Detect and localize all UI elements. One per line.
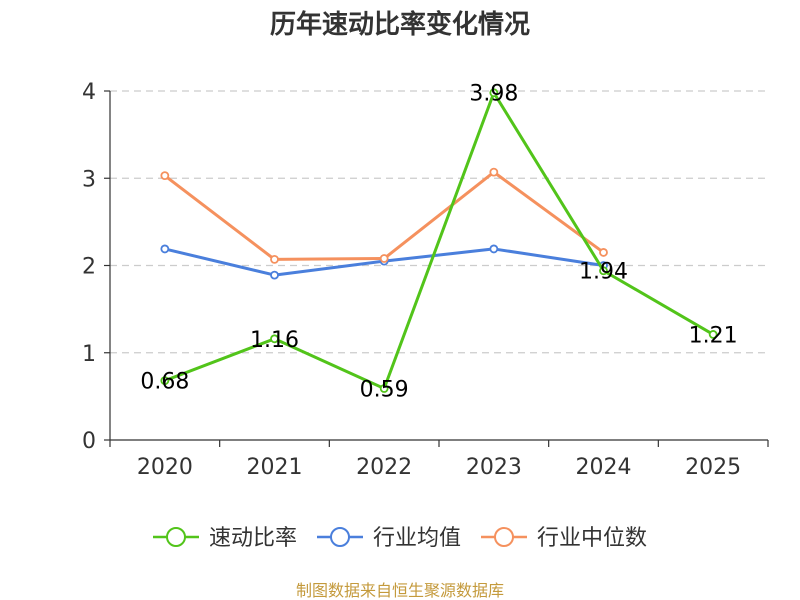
y-tick-label: 1 bbox=[82, 342, 96, 367]
data-point[interactable] bbox=[489, 167, 499, 177]
data-point[interactable] bbox=[489, 88, 499, 98]
data-point[interactable] bbox=[160, 244, 170, 254]
legend-marker bbox=[166, 527, 186, 547]
data-point[interactable] bbox=[708, 330, 718, 339]
legend-label: 行业中位数 bbox=[537, 526, 647, 551]
legend[interactable]: 速动比率 行业均值 行业中位数 bbox=[153, 526, 647, 551]
data-point[interactable] bbox=[270, 254, 279, 264]
y-tick-label: 0 bbox=[82, 429, 96, 454]
data-point[interactable] bbox=[160, 376, 170, 386]
y-tick-label: 4 bbox=[82, 80, 96, 105]
data-point[interactable] bbox=[599, 248, 608, 257]
y-tick-label: 3 bbox=[82, 167, 96, 192]
data-label: 3.98 bbox=[469, 82, 518, 107]
legend-marker bbox=[330, 527, 350, 547]
legend-item[interactable]: 速动比率 bbox=[153, 526, 297, 551]
series-line bbox=[163, 170, 605, 261]
y-tick-label: 2 bbox=[82, 255, 96, 280]
grid-lines bbox=[110, 90, 768, 354]
x-tick-label: 2021 bbox=[247, 455, 303, 480]
legend-label: 速动比率 bbox=[209, 526, 297, 551]
data-label: 1.21 bbox=[689, 323, 738, 348]
series-line bbox=[164, 91, 714, 391]
data-point[interactable] bbox=[160, 171, 170, 181]
data-point[interactable] bbox=[270, 334, 279, 344]
legend-label: 行业均值 bbox=[373, 526, 461, 551]
data-point[interactable] bbox=[489, 244, 499, 254]
data-point[interactable] bbox=[270, 270, 279, 280]
data-point[interactable] bbox=[599, 266, 608, 276]
x-tick-label: 2024 bbox=[576, 455, 632, 480]
data-label: 1.16 bbox=[250, 328, 299, 353]
series-group bbox=[160, 88, 718, 393]
data-point[interactable] bbox=[379, 254, 389, 263]
x-tick-label: 2020 bbox=[137, 455, 193, 480]
data-label: 1.94 bbox=[579, 260, 628, 285]
x-tick-label: 2025 bbox=[685, 455, 741, 480]
legend-marker bbox=[494, 527, 514, 547]
x-tick-label: 2023 bbox=[466, 455, 522, 480]
data-label: 0.68 bbox=[140, 370, 189, 395]
chart-title: 历年速动比率变化情况 bbox=[270, 9, 530, 40]
axes: 0 1 2 3 4 2020 2021 2022 2023 2024 2025 bbox=[82, 80, 769, 480]
legend-item[interactable]: 行业均值 bbox=[317, 526, 461, 551]
data-labels: 0.68 1.16 0.59 3.98 1.94 1.21 bbox=[140, 82, 737, 403]
data-label: 0.59 bbox=[360, 378, 409, 403]
source-note: 制图数据来自恒生聚源数据库 bbox=[296, 581, 504, 600]
x-tick-label: 2022 bbox=[356, 455, 412, 480]
legend-item[interactable]: 行业中位数 bbox=[481, 526, 647, 551]
data-point[interactable] bbox=[379, 384, 389, 393]
